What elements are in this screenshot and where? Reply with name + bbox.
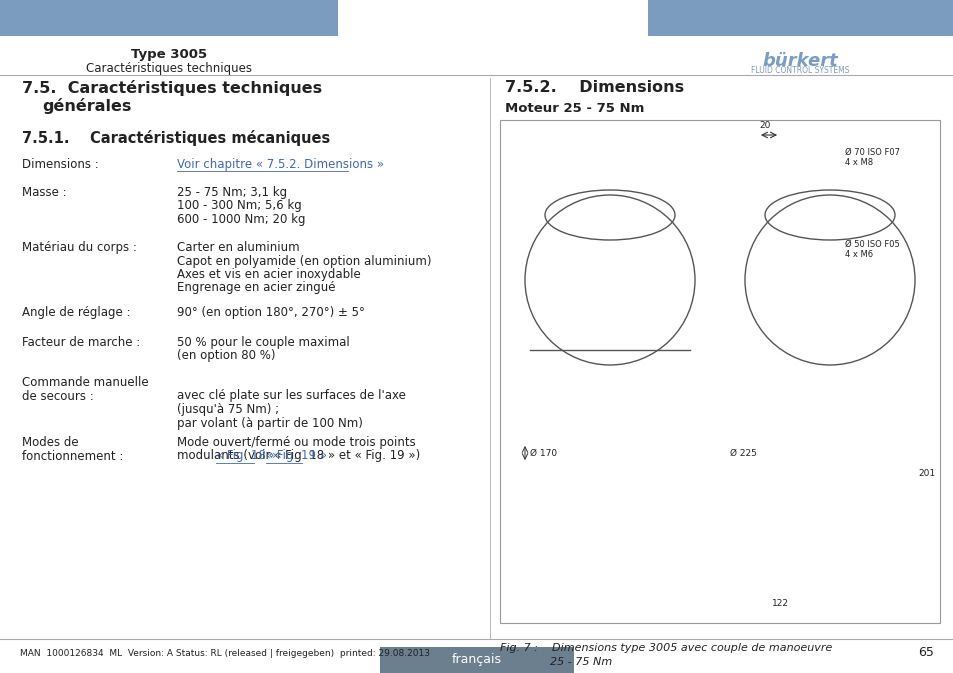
Bar — [379, 647, 574, 673]
Text: 50 % pour le couple maximal: 50 % pour le couple maximal — [177, 336, 350, 349]
Text: Voir chapitre « 7.5.2. Dimensions »: Voir chapitre « 7.5.2. Dimensions » — [177, 158, 384, 171]
Text: de secours :: de secours : — [22, 390, 93, 402]
Text: Fig. 7 :    Dimensions type 3005 avec couple de manoeuvre: Fig. 7 : Dimensions type 3005 avec coupl… — [499, 643, 832, 653]
Text: générales: générales — [42, 98, 132, 114]
Text: bürkert: bürkert — [761, 52, 837, 70]
Text: Ø 170: Ø 170 — [530, 448, 557, 458]
Text: 100 - 300 Nm; 5,6 kg: 100 - 300 Nm; 5,6 kg — [177, 199, 301, 213]
Text: Commande manuelle: Commande manuelle — [22, 376, 149, 389]
Text: Ø 70 ISO F07: Ø 70 ISO F07 — [844, 148, 899, 157]
Text: Axes et vis en acier inoxydable: Axes et vis en acier inoxydable — [177, 268, 360, 281]
Text: Ø 50 ISO F05: Ø 50 ISO F05 — [844, 240, 899, 249]
Text: 201: 201 — [917, 468, 934, 478]
Bar — [499, 120, 939, 623]
Text: Caractéristiques techniques: Caractéristiques techniques — [86, 62, 252, 75]
Text: 122: 122 — [771, 599, 788, 608]
Text: Engrenage en acier zingué: Engrenage en acier zingué — [177, 281, 335, 295]
Text: 600 - 1000 Nm; 20 kg: 600 - 1000 Nm; 20 kg — [177, 213, 305, 226]
Text: Modes de: Modes de — [22, 436, 78, 449]
Text: 20: 20 — [759, 121, 770, 130]
Text: 4 x M8: 4 x M8 — [844, 158, 872, 167]
Text: français: français — [452, 653, 501, 666]
Text: Mode ouvert/fermé ou mode trois points: Mode ouvert/fermé ou mode trois points — [177, 436, 416, 449]
Text: Capot en polyamide (en option aluminium): Capot en polyamide (en option aluminium) — [177, 254, 431, 267]
Text: (en option 80 %): (en option 80 %) — [177, 349, 275, 363]
Text: Moteur 25 - 75 Nm: Moteur 25 - 75 Nm — [504, 102, 643, 115]
Text: Ø 225: Ø 225 — [729, 448, 756, 458]
Text: avec clé plate sur les surfaces de l'axe: avec clé plate sur les surfaces de l'axe — [177, 390, 405, 402]
Text: Dimensions :: Dimensions : — [22, 158, 99, 171]
Bar — [0, 0, 337, 36]
Text: 4 x M6: 4 x M6 — [844, 250, 872, 259]
Text: Type 3005: Type 3005 — [131, 48, 207, 61]
Text: 7.5.1.    Caractéristiques mécaniques: 7.5.1. Caractéristiques mécaniques — [22, 130, 330, 146]
Text: 7.5.2.    Dimensions: 7.5.2. Dimensions — [504, 80, 683, 95]
Text: FLUID CONTROL SYSTEMS: FLUID CONTROL SYSTEMS — [750, 66, 848, 75]
Text: 25 - 75 Nm: 25 - 75 Nm — [550, 657, 612, 667]
Text: MAN  1000126834  ML  Version: A Status: RL (released | freigegeben)  printed: 29: MAN 1000126834 ML Version: A Status: RL … — [20, 649, 430, 658]
Text: « Fig. 18 »: « Fig. 18 » — [215, 450, 276, 462]
Text: Masse :: Masse : — [22, 186, 67, 199]
Text: Angle de réglage :: Angle de réglage : — [22, 306, 131, 319]
Text: 7.5.  Caractéristiques techniques: 7.5. Caractéristiques techniques — [22, 80, 322, 96]
Text: « Fig. 19 »: « Fig. 19 » — [266, 450, 327, 462]
Text: par volant (à partir de 100 Nm): par volant (à partir de 100 Nm) — [177, 417, 362, 429]
Bar — [647, 0, 953, 36]
Text: (jusqu'à 75 Nm) ;: (jusqu'à 75 Nm) ; — [177, 403, 279, 416]
Text: modulants (voir « Fig. 18 » et « Fig. 19 »): modulants (voir « Fig. 18 » et « Fig. 19… — [177, 450, 420, 462]
Text: Matériau du corps :: Matériau du corps : — [22, 241, 136, 254]
Text: 25 - 75 Nm; 3,1 kg: 25 - 75 Nm; 3,1 kg — [177, 186, 287, 199]
Text: Facteur de marche :: Facteur de marche : — [22, 336, 140, 349]
Text: Carter en aluminium: Carter en aluminium — [177, 241, 299, 254]
Text: 65: 65 — [917, 647, 933, 660]
Text: 90° (en option 180°, 270°) ± 5°: 90° (en option 180°, 270°) ± 5° — [177, 306, 364, 319]
Text: fonctionnement :: fonctionnement : — [22, 450, 123, 462]
